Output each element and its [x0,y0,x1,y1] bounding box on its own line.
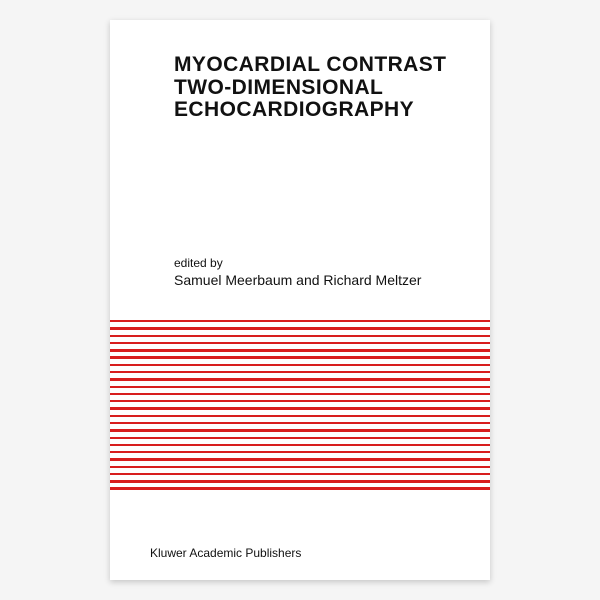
publisher-name: Kluwer Academic Publishers [150,546,301,560]
stripe [110,451,490,453]
stripe [110,487,490,489]
stripe [110,422,490,424]
stripe [110,335,490,337]
stripe [110,320,490,322]
stripe [110,437,490,439]
editors-names: Samuel Meerbaum and Richard Meltzer [174,272,421,288]
title-line: TWO-DIMENSIONAL [174,77,446,100]
title-line: MYOCARDIAL CONTRAST [174,54,446,77]
stripe [110,473,490,475]
stripe [110,356,490,358]
stripe [110,415,490,417]
stripe [110,378,490,380]
stripe [110,407,490,409]
book-title: MYOCARDIAL CONTRASTTWO-DIMENSIONALECHOCA… [174,54,446,122]
title-line: ECHOCARDIOGRAPHY [174,99,446,122]
page-container: MYOCARDIAL CONTRASTTWO-DIMENSIONALECHOCA… [0,0,600,600]
decorative-stripes [110,320,490,490]
book-cover: MYOCARDIAL CONTRASTTWO-DIMENSIONALECHOCA… [110,20,490,580]
stripe [110,466,490,468]
stripe [110,444,490,446]
stripe [110,386,490,388]
stripe [110,400,490,402]
stripe [110,458,490,460]
stripe [110,342,490,344]
stripe [110,429,490,431]
stripe [110,371,490,373]
stripe [110,349,490,351]
stripe [110,327,490,329]
stripe [110,364,490,366]
stripe [110,480,490,482]
edited-by-label: edited by [174,256,223,270]
stripe [110,393,490,395]
